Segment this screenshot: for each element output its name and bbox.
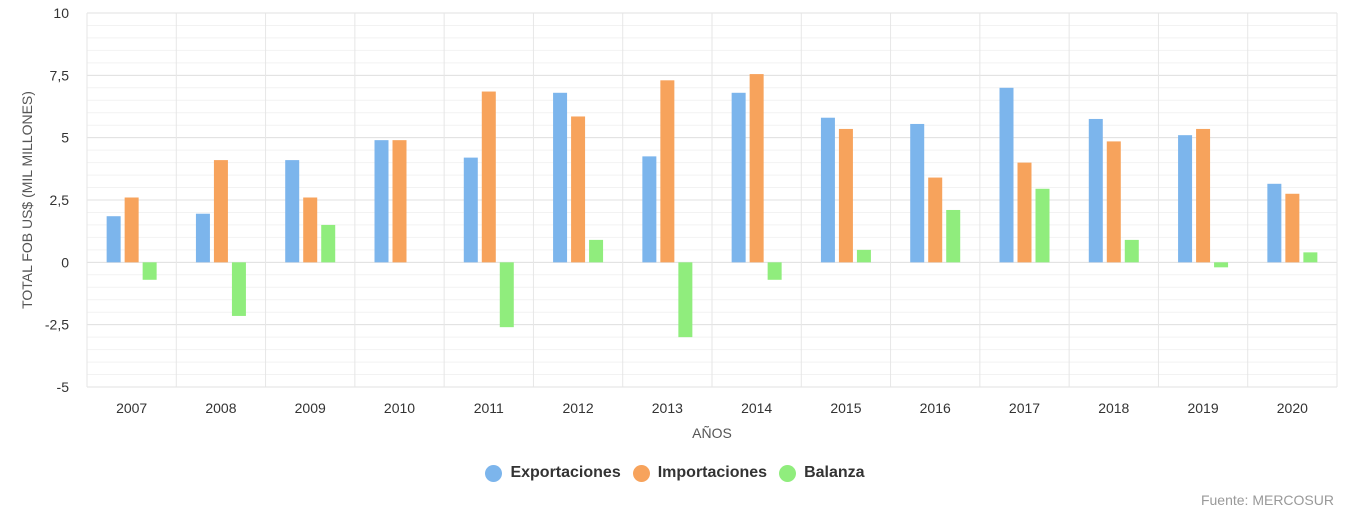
bar-exportaciones-2017[interactable] (999, 87, 1014, 263)
bar-importaciones-2018[interactable] (1106, 141, 1121, 263)
bar-importaciones-2014[interactable] (749, 74, 764, 263)
legend-item-exportaciones[interactable]: Exportaciones (485, 464, 621, 482)
y-tick-label: 0 (61, 254, 69, 270)
x-tick-label: 2020 (1277, 400, 1308, 416)
x-tick-label: 2014 (741, 400, 772, 416)
x-tick-label: 2013 (652, 400, 683, 416)
bar-exportaciones-2011[interactable] (463, 157, 478, 263)
legend-swatch-importaciones (632, 464, 650, 482)
bar-exportaciones-2014[interactable] (731, 92, 746, 263)
bar-importaciones-2011[interactable] (481, 91, 496, 263)
bar-balanza-2012[interactable] (589, 239, 604, 263)
bar-importaciones-2017[interactable] (1017, 162, 1032, 263)
y-tick-label: -2,5 (45, 317, 69, 333)
source-credit: Fuente: MERCOSUR (1200, 492, 1334, 508)
y-tick-label: -5 (57, 379, 70, 395)
bar-balanza-2018[interactable] (1124, 239, 1139, 263)
bar-importaciones-2010[interactable] (392, 140, 407, 263)
legend-label-exportaciones: Exportaciones (510, 464, 621, 481)
bar-importaciones-2012[interactable] (571, 116, 586, 263)
bar-exportaciones-2009[interactable] (285, 160, 300, 263)
y-tick-label: 2,5 (50, 192, 70, 208)
grid (86, 12, 1338, 388)
bar-balanza-2019[interactable] (1214, 262, 1229, 268)
legend-swatch-balanza (779, 464, 797, 482)
bar-importaciones-2008[interactable] (213, 160, 228, 263)
x-tick-label: 2008 (205, 400, 236, 416)
bar-exportaciones-2008[interactable] (195, 213, 210, 263)
x-tick-label: 2010 (384, 400, 415, 416)
ticks: -5 -2,5 0 2,5 5 7,5 10 2007 2008 2009 2010 2011 2012… (45, 5, 1308, 416)
bar-importaciones-2016[interactable] (928, 177, 943, 263)
legend-label-balanza: Balanza (804, 464, 865, 481)
bar-exportaciones-2016[interactable] (910, 123, 925, 263)
bars (106, 74, 1318, 338)
bar-balanza-2015[interactable] (856, 249, 871, 263)
x-tick-label: 2017 (1009, 400, 1040, 416)
bar-balanza-2016[interactable] (946, 209, 961, 263)
bar-importaciones-2019[interactable] (1196, 128, 1211, 263)
x-tick-label: 2011 (474, 400, 504, 416)
bar-balanza-2020[interactable] (1303, 252, 1318, 263)
x-axis-title: AÑOS (692, 425, 732, 441)
bar-balanza-2008[interactable] (231, 262, 246, 316)
x-tick-label: 2016 (920, 400, 951, 416)
y-tick-label: 7,5 (50, 67, 70, 83)
bar-exportaciones-2013[interactable] (642, 156, 657, 263)
bar-importaciones-2015[interactable] (838, 128, 853, 263)
bar-importaciones-2013[interactable] (660, 80, 675, 263)
bar-exportaciones-2012[interactable] (553, 92, 568, 263)
bar-exportaciones-2019[interactable] (1178, 135, 1193, 263)
bar-importaciones-2007[interactable] (124, 197, 139, 263)
bar-importaciones-2020[interactable] (1285, 193, 1300, 263)
bar-exportaciones-2010[interactable] (374, 140, 389, 263)
legend-swatch-exportaciones (485, 464, 503, 482)
chart: -5 -2,5 0 2,5 5 7,5 10 2007 2008 2009 2010 2011 2012… (19, 5, 1338, 441)
bar-exportaciones-2007[interactable] (106, 216, 121, 263)
bar-balanza-2017[interactable] (1035, 188, 1050, 263)
x-tick-label: 2012 (562, 400, 593, 416)
y-axis-title: TOTAL FOB US$ (MIL MILLONES) (19, 91, 35, 309)
legend: Exportaciones Importaciones Balanza (0, 464, 1350, 482)
bar-balanza-2011[interactable] (499, 262, 514, 328)
x-tick-label: 2015 (830, 400, 861, 416)
x-tick-label: 2019 (1187, 400, 1218, 416)
x-tick-label: 2009 (295, 400, 326, 416)
y-tick-label: 10 (53, 5, 69, 21)
legend-item-importaciones[interactable]: Importaciones (632, 464, 768, 482)
legend-item-balanza[interactable]: Balanza (779, 464, 865, 482)
x-tick-label: 2018 (1098, 400, 1129, 416)
bar-balanza-2013[interactable] (678, 262, 693, 338)
bar-importaciones-2009[interactable] (303, 197, 318, 263)
bar-exportaciones-2018[interactable] (1088, 118, 1103, 263)
bar-balanza-2007[interactable] (142, 262, 157, 280)
legend-label-importaciones: Importaciones (657, 464, 768, 481)
bar-exportaciones-2015[interactable] (820, 117, 835, 263)
bar-balanza-2014[interactable] (767, 262, 782, 280)
bar-balanza-2009[interactable] (321, 224, 336, 263)
y-tick-label: 5 (61, 130, 69, 146)
x-tick-label: 2007 (116, 400, 147, 416)
bar-exportaciones-2020[interactable] (1267, 183, 1282, 263)
